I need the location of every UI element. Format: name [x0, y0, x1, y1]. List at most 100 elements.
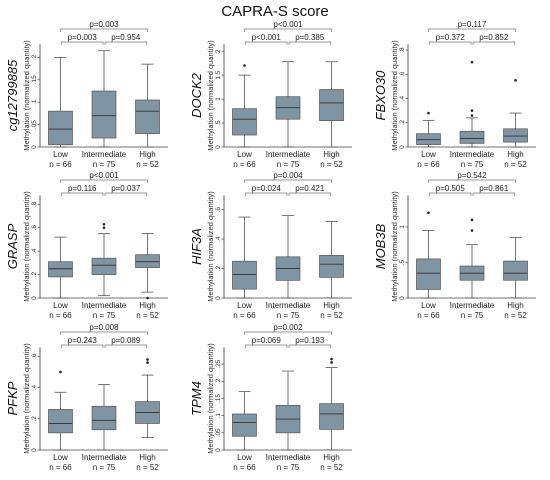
box-high: [319, 357, 344, 451]
y-tick-label: .05: [215, 428, 222, 437]
x-tick-label: Intermediate: [82, 453, 127, 462]
bracket-line: [244, 179, 332, 183]
sample-size-label: n = 75: [277, 311, 300, 320]
y-tick-label: 0: [399, 296, 406, 300]
p-value-label: p=0.193: [295, 336, 325, 345]
x-tick-label: Intermediate: [450, 150, 495, 159]
box-low: [232, 64, 257, 148]
x-tick-label: High: [323, 150, 339, 159]
outlier-point: [514, 79, 517, 82]
bracket-line: [428, 179, 516, 183]
p-value-label: p=0.117: [458, 20, 487, 29]
sample-size-label: n = 66: [417, 160, 440, 169]
x-tick-label: Intermediate: [82, 150, 127, 159]
bracket-intermediate-high: p=0.852: [472, 33, 515, 45]
bracket-low-intermediate: p=0.116: [61, 184, 104, 196]
x-tick-label: Intermediate: [82, 301, 127, 310]
box-iqr: [135, 254, 160, 268]
bracket-line: [428, 28, 516, 32]
y-axis-label: Methylation (normalized quantity): [390, 40, 399, 151]
p-value-label: p=0.852: [479, 33, 509, 42]
y-tick-label: 0: [215, 448, 222, 452]
outlier-point: [59, 370, 62, 374]
box-low: [48, 57, 73, 148]
sample-size-label: n = 52: [504, 160, 527, 169]
sample-size-label: n = 66: [233, 463, 256, 472]
p-value-label: p=0.089: [111, 336, 141, 345]
outlier-point: [427, 111, 430, 115]
gene-label: HIF3A: [189, 228, 204, 265]
bracket-intermediate-high: p=0.954: [104, 33, 147, 45]
gene-label: PFKP: [5, 381, 20, 415]
box-iqr: [135, 99, 160, 134]
bracket-line: [60, 331, 148, 335]
bracket-line: [60, 28, 148, 32]
bracket-line: [245, 41, 288, 45]
y-tick-label: 1.5: [215, 70, 222, 79]
bracket-line: [429, 41, 472, 45]
x-tick-label: High: [139, 150, 155, 159]
sample-size-label: n = 52: [136, 160, 159, 169]
box-high: [135, 233, 160, 300]
bracket-low-high: p=0.003: [60, 20, 148, 32]
bracket-low-intermediate: p=0.024: [245, 184, 288, 196]
outlier-point: [330, 361, 333, 364]
y-tick-label: .15: [215, 394, 222, 403]
sample-size-label: n = 66: [49, 160, 72, 169]
box-low: [48, 236, 73, 299]
gene-label: cg12799885: [5, 59, 20, 131]
outlier-point: [102, 226, 106, 230]
p-value-label: p<0.001: [273, 20, 303, 29]
outlier-point: [330, 357, 333, 361]
p-value-label: p=0.003: [68, 33, 98, 42]
bracket-line: [288, 41, 331, 45]
bracket-line: [288, 344, 331, 348]
sample-size-label: n = 66: [233, 160, 256, 169]
bracket-line: [472, 41, 515, 45]
box-iqr: [91, 257, 117, 275]
y-tick-label: .2: [215, 378, 222, 384]
gene-label: DOCK2: [189, 72, 204, 118]
x-tick-label: Low: [53, 301, 68, 310]
panel-TPM4: TPM4 Methylation (normalized quantity) 0 .0…: [189, 323, 352, 472]
y-tick-label: .2: [31, 271, 38, 277]
sample-size-label: n = 75: [461, 160, 484, 169]
gene-label: MOB3B: [373, 223, 388, 269]
y-tick-label: 2: [215, 49, 222, 53]
box-iqr: [91, 405, 117, 431]
bracket-low-intermediate: p=0.243: [61, 336, 104, 348]
y-tick-label: 0: [215, 145, 222, 149]
y-tick-label: .2: [215, 265, 222, 271]
y-tick-label: 1: [215, 97, 222, 101]
box-intermediate: [91, 384, 117, 451]
outlier-point: [470, 109, 474, 112]
y-tick-label: .6: [215, 207, 222, 213]
sample-size-label: n = 52: [504, 311, 527, 320]
outlier-point: [470, 218, 474, 222]
x-tick-label: High: [507, 301, 523, 310]
outlier-point: [470, 60, 474, 64]
outlier-point: [146, 358, 149, 361]
y-tick-label: .6: [31, 353, 38, 359]
bracket-line: [245, 344, 288, 348]
p-value-label: p=0.008: [89, 323, 119, 332]
x-tick-label: Intermediate: [266, 150, 311, 159]
panel-DOCK2: DOCK2 Methylation (normalized quantity) 0.…: [189, 20, 352, 169]
sample-size-label: n = 66: [417, 311, 440, 320]
bracket-line: [104, 192, 147, 196]
y-tick-label: .4: [31, 248, 38, 254]
box-iqr: [48, 261, 73, 278]
p-value-label: p=0.116: [68, 184, 97, 193]
bracket-low-high: p=0.117: [428, 20, 516, 32]
box-high: [503, 79, 528, 148]
y-tick-label: .4: [215, 236, 222, 242]
sample-size-label: n = 75: [277, 160, 300, 169]
bracket-low-high: p=0.002: [244, 323, 332, 335]
bracket-low-intermediate: p=0.069: [245, 336, 288, 348]
y-tick-label: .1: [31, 99, 38, 105]
box-iqr: [232, 413, 257, 437]
x-tick-label: Low: [421, 150, 436, 159]
box-intermediate: [91, 222, 117, 297]
y-tick-label: .1: [215, 413, 222, 419]
bracket-low-intermediate: p=0.505: [429, 184, 472, 196]
